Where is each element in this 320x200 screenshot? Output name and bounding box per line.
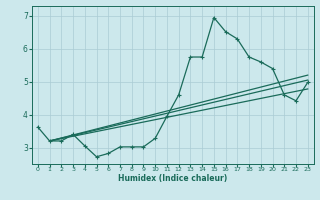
X-axis label: Humidex (Indice chaleur): Humidex (Indice chaleur) [118,174,228,183]
